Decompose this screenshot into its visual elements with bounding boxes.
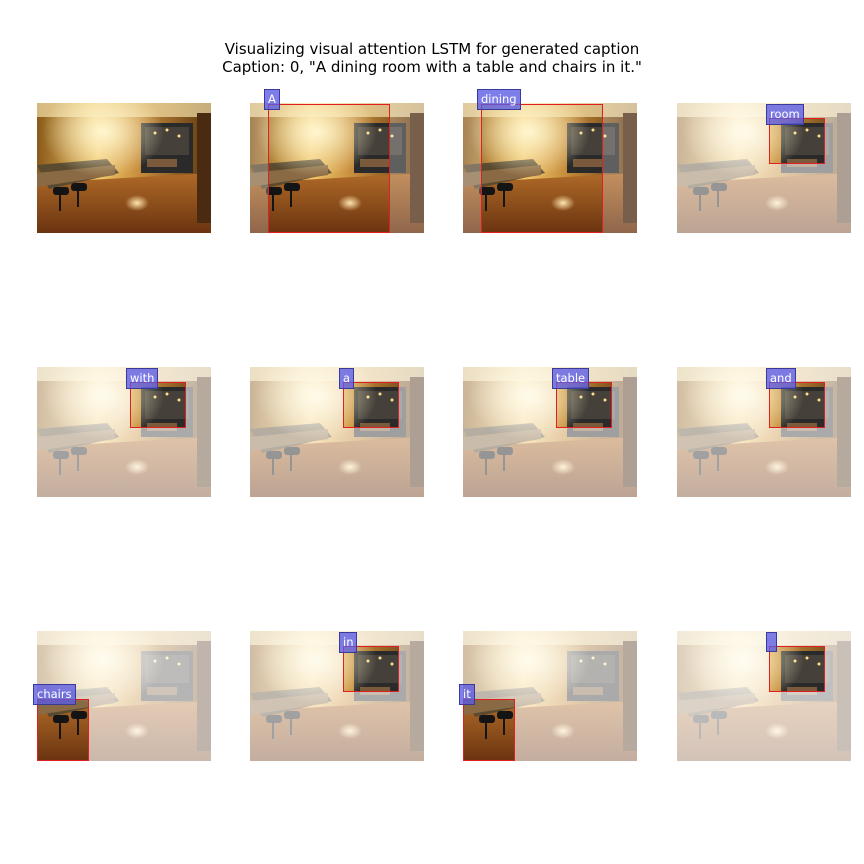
caption-word-label xyxy=(766,632,777,652)
attention-panel: it xyxy=(459,631,637,761)
caption-word-label: table xyxy=(552,368,590,389)
caption-word-label: with xyxy=(126,368,159,389)
title-line-2: Caption: 0, "A dining room with a table … xyxy=(222,58,642,76)
attention-panel: with xyxy=(37,367,211,497)
caption-word-label: it xyxy=(459,684,475,705)
title-line-1: Visualizing visual attention LSTM for ge… xyxy=(224,40,640,58)
room-photo xyxy=(463,367,637,497)
attention-panel: and xyxy=(677,367,851,497)
caption-word-label: in xyxy=(339,632,358,653)
attention-panel: A xyxy=(250,89,424,233)
room-photo xyxy=(463,103,637,233)
room-photo xyxy=(37,367,211,497)
attention-panel xyxy=(677,631,851,761)
attention-panel: chairs xyxy=(33,631,211,761)
room-photo xyxy=(677,103,851,233)
room-photo xyxy=(250,367,424,497)
room-photo xyxy=(250,631,424,761)
caption-word-label: chairs xyxy=(33,684,76,705)
caption-word-label: a xyxy=(339,368,355,389)
attention-panel: room xyxy=(677,103,851,233)
room-photo xyxy=(250,103,424,233)
attention-panel: in xyxy=(250,631,424,761)
attention-panel: a xyxy=(250,367,424,497)
room-photo xyxy=(677,367,851,497)
caption-word-label: A xyxy=(264,89,280,110)
attention-panel: table xyxy=(463,367,637,497)
room-photo xyxy=(463,631,637,761)
caption-word-label: and xyxy=(766,368,796,389)
original-image-panel xyxy=(37,103,211,233)
room-photo xyxy=(677,631,851,761)
caption-word-label: dining xyxy=(477,89,521,110)
figure-title: Visualizing visual attention LSTM for ge… xyxy=(0,40,864,76)
caption-word-label: room xyxy=(766,104,804,125)
room-photo xyxy=(37,103,211,233)
attention-panel: dining xyxy=(463,89,637,233)
